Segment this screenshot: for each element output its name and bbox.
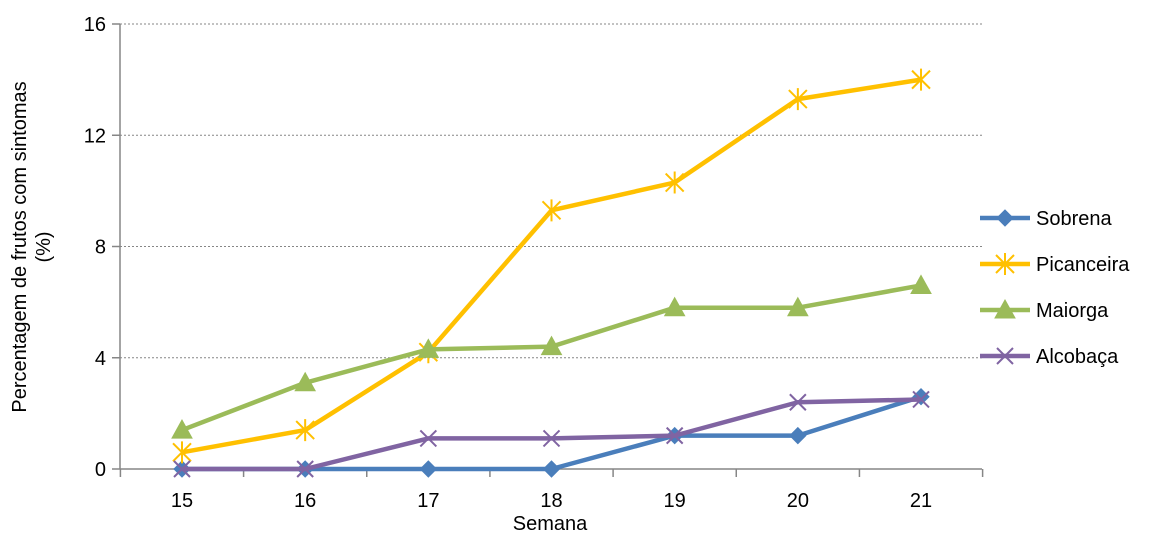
y-axis-title: Percentagem de frutos com sintomas (%) [9,81,55,412]
data-point [544,461,560,477]
legend: Sobrena Picanceira Maiorga Alcobaça [980,208,1130,368]
x-tick-label: 16 [294,490,316,512]
series-layer [172,69,931,477]
y-tick-label: 8 [95,237,106,259]
y-tick-label: 16 [84,14,106,36]
x-tick-label: 20 [787,490,809,512]
x-tick-label: 21 [910,490,932,512]
y-ticks: 0 4 8 12 16 [84,14,120,481]
gridlines [120,24,982,358]
data-point [790,428,806,444]
y-axis-title-line1: Percentagem de frutos com sintomas [9,81,31,412]
legend-marker [997,210,1013,226]
legend-item: Alcobaça [980,346,1119,368]
legend-item: Maiorga [980,300,1109,322]
x-tick-label: 19 [664,490,686,512]
series-picanceira [173,69,930,464]
y-tick-label: 0 [95,459,106,481]
x-axis-title: Semana [513,513,588,535]
y-tick-label: 4 [95,348,106,370]
series-maiorga [172,275,931,438]
legend-item: Picanceira [980,253,1130,276]
legend-item: Sobrena [980,208,1112,230]
legend-label: Maiorga [1036,300,1109,322]
x-tick-label: 17 [417,490,439,512]
legend-label: Alcobaça [1036,346,1119,368]
x-tick-label: 15 [171,490,193,512]
legend-label: Sobrena [1036,208,1112,230]
y-tick-label: 12 [84,125,106,147]
data-point [913,389,929,405]
data-point [420,461,436,477]
legend-label: Picanceira [1036,254,1130,276]
y-axis-title-line2: (%) [33,231,55,262]
x-tick-label: 18 [540,490,562,512]
